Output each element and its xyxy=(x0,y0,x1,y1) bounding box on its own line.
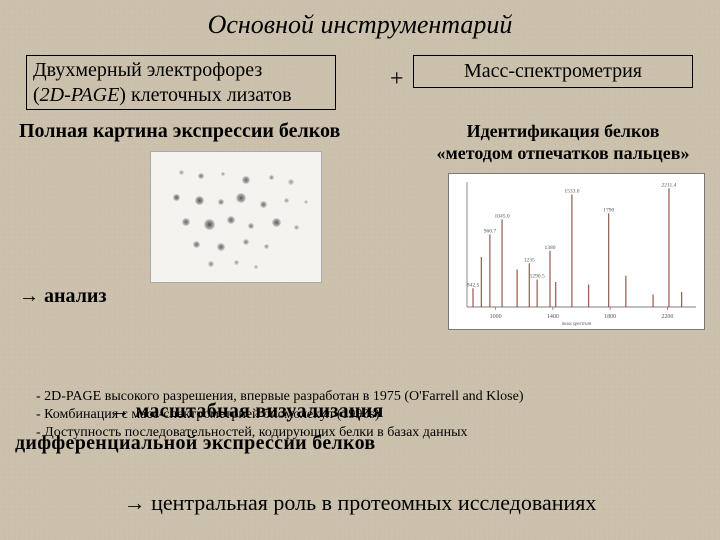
svg-text:960.7: 960.7 xyxy=(484,229,497,235)
svg-text:1000: 1000 xyxy=(490,314,502,320)
spectrum-svg: 1000 1400 1800 2200 842.5 960.7 1045.0 1235 1290… xyxy=(449,174,704,329)
expression-left-text: Полная картина экспрессии белков xyxy=(19,120,379,143)
svg-text:842.5: 842.5 xyxy=(467,282,480,288)
box-left-line1: Двухмерный электрофорез xyxy=(33,59,262,81)
expr-right-line2: «методом отпечатков пальцев» xyxy=(436,143,689,163)
mass-spectrum: 1000 1400 1800 2200 842.5 960.7 1045.0 1235 1290… xyxy=(448,173,705,330)
svg-text:1800: 1800 xyxy=(604,314,616,320)
right-framed-box: Масс-спектрометрия xyxy=(413,55,693,88)
expression-right-text: Идентификация белков «методом отпечатков… xyxy=(408,120,718,164)
plus-sign: + xyxy=(390,66,404,93)
svg-text:1380: 1380 xyxy=(545,245,556,251)
gel-image xyxy=(150,151,322,283)
svg-text:1533.0: 1533.0 xyxy=(564,189,579,195)
slide-title: Основной инструментарий xyxy=(0,10,720,40)
svg-text:mass spectrum: mass spectrum xyxy=(562,322,592,327)
svg-text:1790: 1790 xyxy=(603,207,614,213)
box-left-rest: ) клеточных лизатов xyxy=(119,84,291,106)
svg-text:1290.5: 1290.5 xyxy=(530,274,545,280)
left-framed-box: Двухмерный электрофорез (2D-PAGE) клеточ… xyxy=(26,55,336,110)
box-left-paren-open: ( xyxy=(33,84,40,106)
box-left-italic: 2D-PAGE xyxy=(40,84,120,106)
svg-text:1045.0: 1045.0 xyxy=(495,214,510,220)
overlap-text-2: дифференциальной экспрессии белков xyxy=(15,432,376,455)
svg-text:2200: 2200 xyxy=(661,314,673,320)
expr-right-line1: Идентификация белков xyxy=(467,121,660,141)
svg-text:1400: 1400 xyxy=(547,314,559,320)
svg-text:1235: 1235 xyxy=(524,257,535,263)
svg-text:2211.4: 2211.4 xyxy=(661,182,676,188)
analysis-text: → анализ xyxy=(19,285,106,308)
conclusion-text: → центральная роль в протеомных исследов… xyxy=(0,490,720,516)
overlap-text-1: → масштабная визуализация xyxy=(110,400,384,423)
